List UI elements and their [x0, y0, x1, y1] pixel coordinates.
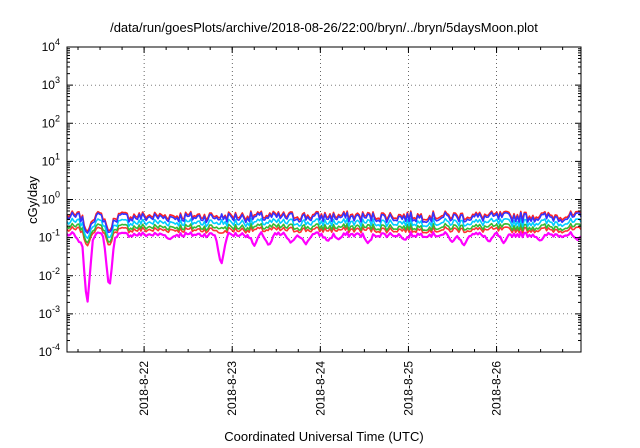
- y-tick-label: 10-3: [39, 304, 60, 321]
- y-tick-label: 10-2: [39, 266, 60, 283]
- y-tick-label: 101: [42, 151, 60, 168]
- series-line-1: [66, 226, 582, 247]
- series-group: [66, 210, 582, 303]
- series-line-3: [66, 217, 582, 240]
- x-axis-label: Coordinated Universal Time (UTC): [224, 429, 423, 444]
- y-axis-label: cGy/day: [25, 176, 40, 224]
- series-line-5: [66, 211, 582, 234]
- series-line-2: [66, 222, 582, 244]
- x-tick-label: 2018-8-22: [137, 361, 151, 416]
- x-tick-label: 2018-8-26: [490, 361, 504, 416]
- grid: [67, 47, 581, 352]
- y-tick-label: 100: [42, 190, 60, 207]
- x-tick-label: 2018-8-25: [401, 361, 415, 416]
- x-tick-label: 2018-8-23: [225, 361, 239, 416]
- series-line-0: [66, 231, 582, 303]
- y-axis: 10-4 10-3 10-2 10-1 100 101 102 103 104: [39, 37, 581, 359]
- y-tick-label: 10-1: [39, 228, 60, 245]
- x-tick-label: 2018-8-24: [313, 361, 327, 416]
- y-tick-label: 103: [42, 75, 60, 92]
- y-tick-label: 104: [42, 37, 60, 54]
- x-axis: 2018-8-22 2018-8-23 2018-8-24 2018-8-25 2018…: [77, 47, 564, 416]
- y-tick-label: 10-4: [39, 342, 60, 359]
- chart-title: /data/run/goesPlots/archive/2018-08-26/2…: [110, 20, 538, 35]
- y-tick-label: 102: [42, 113, 60, 130]
